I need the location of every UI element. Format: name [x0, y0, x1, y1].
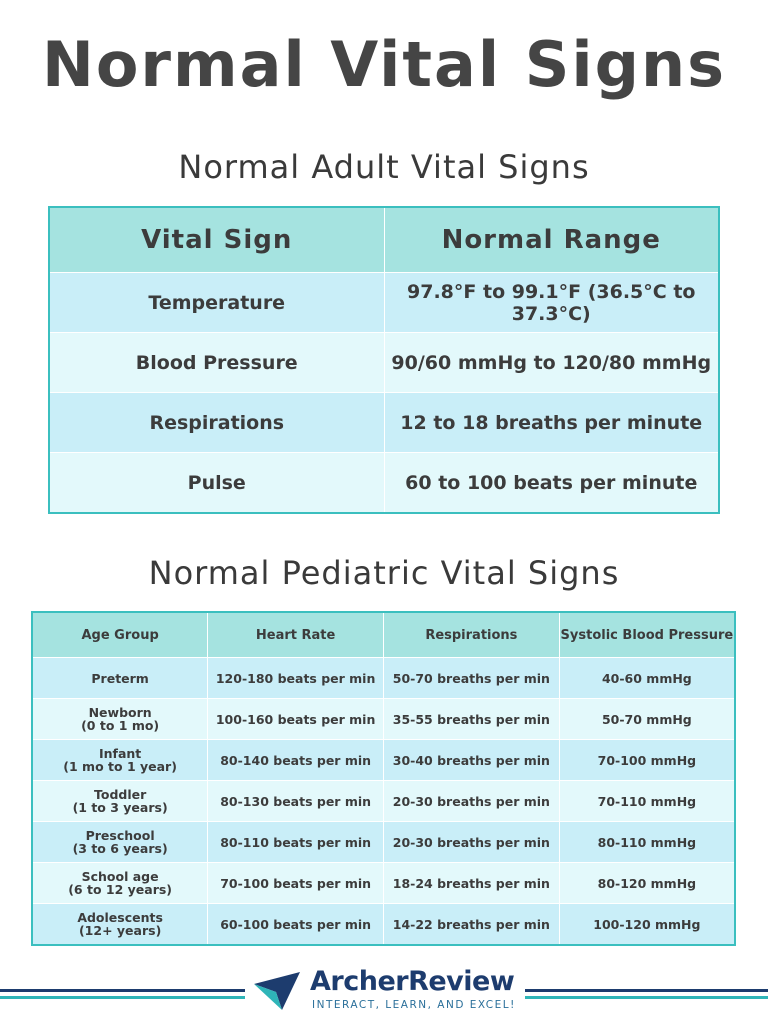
cell: Temperature: [48, 272, 385, 333]
cell: 100-160 beats per min: [207, 698, 384, 740]
cell-line: Preschool: [85, 828, 155, 843]
row: Respirations 12 to 18 breaths per minute: [48, 392, 720, 453]
rule: [0, 989, 245, 992]
page-title: Normal Vital Signs: [41, 28, 727, 101]
cell: 80-120 mmHg: [558, 862, 736, 904]
row: Adolescents (12+ years) 60-100 beats per m…: [31, 903, 736, 946]
cell: Infant (1 mo to 1 year): [31, 739, 209, 781]
row: Preterm 120-180 beats per min 50-70 breath…: [31, 657, 736, 699]
cell: 35-55 breaths per min: [383, 698, 560, 740]
cell: 80-140 beats per min: [207, 739, 384, 781]
cell: 40-60 mmHg: [558, 657, 736, 699]
cell-line: (1 mo to 1 year): [63, 759, 177, 774]
cell: Respirations: [48, 392, 385, 453]
cell: 100-120 mmHg: [558, 903, 736, 946]
pediatric-title: Normal Pediatric Vital Signs: [148, 554, 620, 592]
adult-title: Normal Adult Vital Signs: [178, 148, 590, 186]
cell: 30-40 breaths per min: [383, 739, 560, 781]
cell-line: (1 to 3 years): [72, 800, 168, 815]
pediatric-table: Age Group Heart Rate Respirations Systolic …: [31, 611, 736, 946]
column-header: Normal Range: [383, 206, 720, 273]
cell: 12 to 18 breaths per minute: [383, 392, 720, 453]
cell-line: Preterm: [91, 670, 149, 686]
cell: 90/60 mmHg to 120/80 mmHg: [383, 332, 720, 393]
cell-line: Newborn: [88, 705, 152, 720]
header-row: Age Group Heart Rate Respirations Systolic …: [31, 611, 736, 658]
cell: 80-110 mmHg: [558, 821, 736, 863]
column-header: Vital Sign: [48, 206, 385, 273]
cell: 97.8°F to 99.1°F (36.5°C to 37.3°C): [383, 272, 720, 333]
cell: 50-70 breaths per min: [383, 657, 560, 699]
tagline: INTERACT, LEARN, AND EXCEL!: [312, 999, 516, 1011]
cell-line: School age: [81, 869, 159, 884]
cell-line: Toddler: [93, 787, 147, 802]
row: Infant (1 mo to 1 year) 80-140 beats per m…: [31, 739, 736, 781]
cell-line: (0 to 1 mo): [81, 718, 160, 733]
rule: [525, 996, 768, 999]
cell: Toddler (1 to 3 years): [31, 780, 209, 822]
cell: Pulse: [48, 452, 385, 514]
cell-line: Adolescents: [77, 910, 163, 925]
cell: 14-22 breaths per min: [383, 903, 560, 946]
cell: Blood Pressure: [48, 332, 385, 393]
header-row: Vital Sign Normal Range: [48, 206, 720, 273]
cell-line: (12+ years): [78, 923, 162, 938]
cell: 18-24 breaths per min: [383, 862, 560, 904]
row: Pulse 60 to 100 beats per minute: [48, 452, 720, 514]
cell: Preschool (3 to 6 years): [31, 821, 209, 863]
cell: 70-110 mmHg: [558, 780, 736, 822]
cell: 60 to 100 beats per minute: [383, 452, 720, 514]
column-header: Systolic Blood Pressure: [558, 611, 736, 658]
row: Blood Pressure 90/60 mmHg to 120/80 mmHg: [48, 332, 720, 393]
cell: Newborn (0 to 1 mo): [31, 698, 209, 740]
column-header: Heart Rate: [207, 611, 384, 658]
cell-line: (6 to 12 years): [68, 882, 173, 897]
cell: Adolescents (12+ years): [31, 903, 209, 946]
cell: 70-100 mmHg: [558, 739, 736, 781]
row: Newborn (0 to 1 mo) 100-160 beats per min 3…: [31, 698, 736, 740]
row: Preschool (3 to 6 years) 80-110 beats per …: [31, 821, 736, 863]
cell: 80-110 beats per min: [207, 821, 384, 863]
row: Temperature 97.8°F to 99.1°F (36.5°C to 3…: [48, 272, 720, 333]
cell: 120-180 beats per min: [207, 657, 384, 699]
row: School age (6 to 12 years) 70-100 beats pe…: [31, 862, 736, 904]
logo-icon: [254, 972, 300, 1010]
column-header: Age Group: [31, 611, 209, 658]
adult-table: Vital Sign Normal Range Temperature 97.8°F …: [48, 206, 720, 514]
cell: 80-130 beats per min: [207, 780, 384, 822]
cell-line: Infant: [98, 746, 142, 761]
cell-line: (3 to 6 years): [72, 841, 168, 856]
cell: 50-70 mmHg: [558, 698, 736, 740]
rule: [0, 996, 245, 999]
cell: 70-100 beats per min: [207, 862, 384, 904]
brand: ArcherReview: [310, 966, 515, 997]
cell: 60-100 beats per min: [207, 903, 384, 946]
column-header: Respirations: [383, 611, 560, 658]
cell: School age (6 to 12 years): [31, 862, 209, 904]
cell: 20-30 breaths per min: [383, 780, 560, 822]
rule: [525, 989, 768, 992]
cell: 20-30 breaths per min: [383, 821, 560, 863]
cell: Preterm: [31, 657, 209, 699]
row: Toddler (1 to 3 years) 80-130 beats per mi…: [31, 780, 736, 822]
